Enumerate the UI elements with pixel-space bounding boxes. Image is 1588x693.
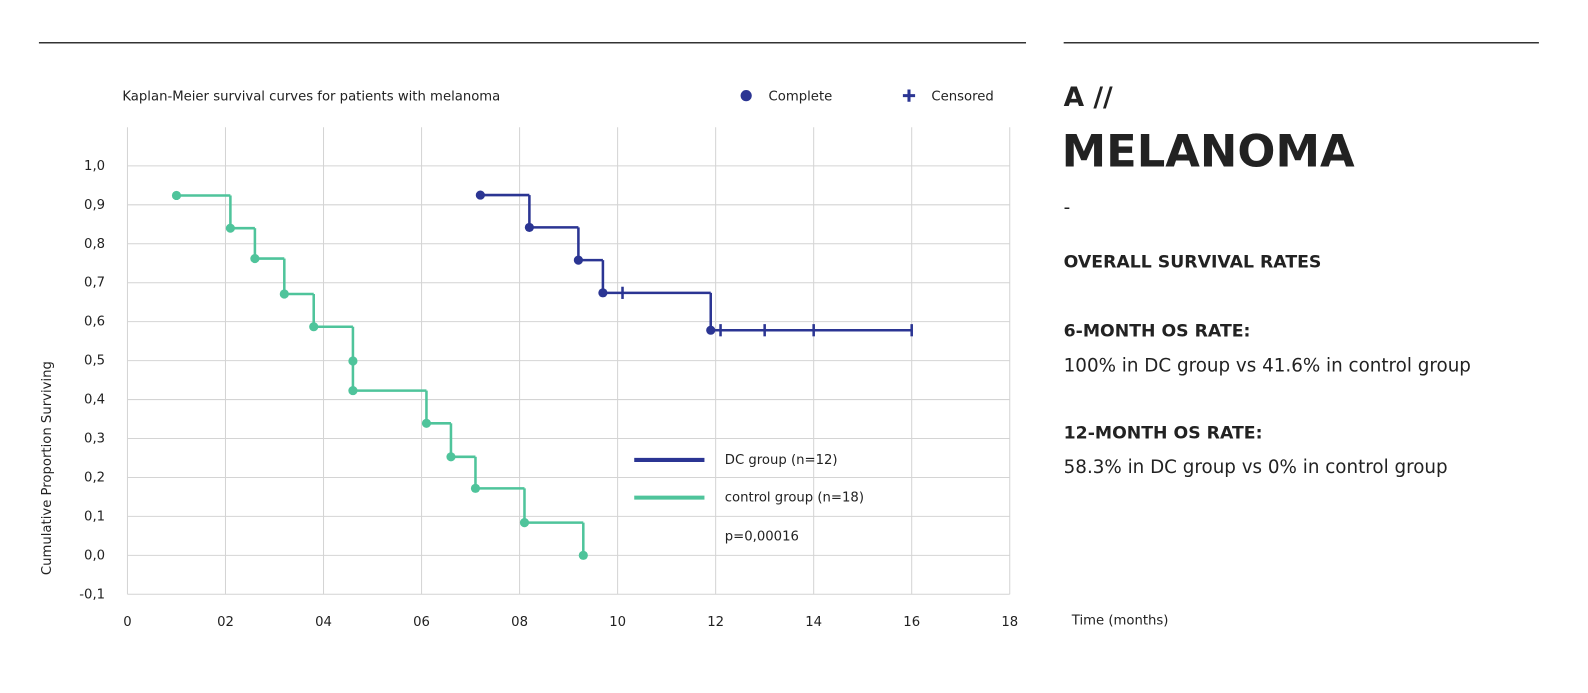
event-point	[475, 190, 485, 200]
chart-title: Kaplan-Meier survival curves for patient…	[122, 90, 500, 105]
y-tick-label: 0,2	[84, 470, 105, 485]
dash: -	[1064, 198, 1071, 219]
event-point	[524, 222, 534, 232]
y-tick-label: 0,5	[84, 354, 105, 369]
event-point	[573, 255, 583, 265]
legend-label: Complete	[769, 90, 833, 105]
y-tick-label: 0,9	[84, 198, 105, 213]
panel-heading: OVERALL SURVIVAL RATES	[1064, 253, 1322, 273]
event-point	[421, 418, 432, 428]
y-tick-label: 0,0	[84, 548, 105, 563]
y-tick-label: 0,8	[84, 237, 105, 252]
x-tick-label: 12	[707, 615, 724, 630]
legend-marker	[740, 90, 752, 102]
legend-label: DC group (n=12)	[725, 453, 838, 468]
event-point	[446, 452, 456, 462]
annotation: p=0,00016	[725, 529, 799, 544]
y-tick-label: 1,0	[84, 159, 105, 174]
x-tick-label: 04	[315, 615, 332, 630]
x-tick-label: 08	[511, 615, 528, 630]
event-point	[250, 253, 260, 264]
event-point	[519, 518, 530, 528]
event-point	[470, 483, 481, 493]
y-tick-label: -0,1	[79, 587, 105, 602]
event-point	[706, 325, 716, 335]
x-tick-label: 18	[1001, 615, 1018, 630]
legend-marker	[902, 89, 916, 102]
rate-text: 100% in DC group vs 41.6% in control gro…	[1064, 355, 1471, 376]
x-axis-label: Time (months)	[1071, 614, 1169, 629]
event-point	[348, 386, 358, 396]
x-tick-label: 10	[609, 615, 626, 630]
event-point	[598, 288, 608, 298]
rate-label: 12-MONTH OS RATE:	[1064, 424, 1263, 444]
y-tick-label: 0,6	[84, 315, 105, 330]
x-tick-label: 02	[217, 615, 234, 630]
rate-text: 58.3% in DC group vs 0% in control group	[1064, 457, 1448, 478]
event-point	[279, 289, 289, 299]
legend-label: control group (n=18)	[725, 491, 864, 506]
y-tick-label: 0,3	[84, 432, 105, 447]
x-tick-label: 06	[413, 615, 430, 630]
event-point	[578, 550, 588, 560]
x-tick-label: 0	[123, 615, 131, 630]
y-tick-label: 0,4	[84, 393, 105, 408]
x-tick-label: 14	[805, 615, 822, 630]
event-point	[171, 190, 182, 201]
y-tick-label: 0,7	[84, 276, 105, 291]
y-tick-label: 0,1	[84, 509, 105, 524]
y-axis-label: Cumulative Proportion Surviving	[40, 361, 55, 575]
event-point	[348, 356, 358, 366]
rate-label: 6-MONTH OS RATE:	[1064, 322, 1251, 342]
event-point	[225, 223, 235, 233]
legend-label: Censored	[931, 90, 993, 105]
x-tick-label: 16	[903, 615, 920, 630]
kicker: A //	[1064, 82, 1113, 113]
panel-title: MELANOMA	[1062, 125, 1355, 178]
event-point	[309, 322, 319, 332]
